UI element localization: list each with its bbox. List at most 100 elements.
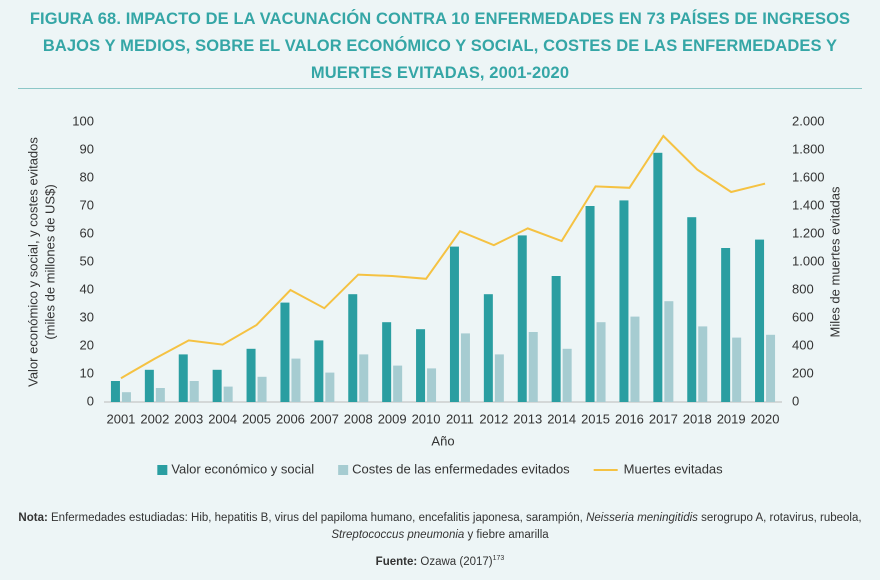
bar	[257, 376, 267, 402]
bar	[687, 217, 697, 402]
bar	[121, 392, 131, 402]
legend-label: Muertes evitadas	[624, 461, 723, 476]
bar	[528, 332, 538, 402]
bar	[494, 354, 504, 402]
y-tick-label: 50	[80, 253, 94, 268]
y-tick-label: 60	[80, 225, 94, 240]
bar	[766, 334, 776, 402]
bar	[517, 235, 527, 402]
y-tick-label: 90	[80, 141, 94, 156]
y-tick-label: 20	[80, 337, 94, 352]
bar	[189, 381, 199, 402]
y-tick-label: 80	[80, 169, 94, 184]
x-tick-label: 2018	[683, 411, 712, 426]
x-tick-label: 2010	[412, 411, 441, 426]
bar	[144, 369, 154, 402]
legend: Valor económico y social Costes de las en…	[157, 461, 723, 476]
y2-tick-label: 600	[792, 309, 814, 324]
bar	[110, 381, 120, 402]
bar	[382, 322, 392, 402]
bar	[483, 294, 493, 402]
bar	[460, 333, 470, 402]
x-tick-label: 2019	[717, 411, 746, 426]
bar	[721, 248, 731, 402]
bar	[246, 348, 256, 402]
source-text: Ozawa (2017)	[417, 555, 493, 568]
note-text: Streptococcus pneumonia	[331, 529, 465, 541]
bar	[393, 365, 403, 402]
legend-swatch	[338, 465, 349, 475]
y2-tick-label: 0	[792, 393, 799, 408]
y-tick-label: 70	[80, 197, 94, 212]
y2-tick-label: 1.400	[792, 197, 825, 212]
bar	[427, 368, 437, 402]
bar	[348, 294, 358, 402]
x-tick-label: 2013	[513, 411, 542, 426]
note-label: Nota:	[18, 512, 48, 524]
x-tick-label: 2020	[751, 411, 780, 426]
bar	[416, 329, 426, 402]
legend-label: Costes de las enfermedades evitados	[352, 461, 570, 476]
y2-tick-label: 1.200	[792, 225, 825, 240]
bar	[223, 386, 233, 402]
note-text: y fiebre amarilla	[464, 529, 549, 541]
source-label: Fuente:	[375, 555, 418, 568]
x-tick-label: 2012	[479, 411, 508, 426]
x-tick-label: 2001	[106, 411, 135, 426]
note-text: Neisseria meningitidis	[586, 512, 698, 524]
y2-tick-label: 1.000	[792, 253, 825, 268]
y-tick-label: 0	[87, 393, 94, 408]
x-tick-label: 2008	[344, 411, 373, 426]
x-tick-label: 2011	[446, 411, 474, 426]
bar	[630, 316, 640, 402]
y-axis-label: Valor económico y social, y costes evita…	[25, 137, 40, 387]
source: Fuente: Ozawa (2017)173	[0, 555, 880, 568]
y-tick-label: 100	[72, 113, 94, 128]
x-tick-label: 2006	[276, 411, 305, 426]
x-tick-label: 2004	[208, 411, 237, 426]
x-tick-label: 2014	[547, 411, 576, 426]
y2-tick-label: 400	[792, 337, 814, 352]
bar	[212, 369, 222, 402]
x-tick-label: 2005	[242, 411, 271, 426]
x-tick-label: 2003	[174, 411, 203, 426]
y2-tick-label: 200	[792, 365, 814, 380]
x-tick-label: 2009	[378, 411, 407, 426]
bar	[596, 322, 606, 402]
y-tick-label: 10	[80, 365, 94, 380]
bar	[280, 302, 290, 402]
bar	[178, 354, 188, 402]
bar	[664, 301, 674, 402]
x-tick-label: 2016	[615, 411, 644, 426]
source-ref: 173	[492, 555, 505, 562]
bar	[562, 348, 572, 402]
y2-tick-label: 1.800	[792, 141, 825, 156]
y2-tick-label: 800	[792, 281, 814, 296]
title-rule	[18, 88, 862, 89]
x-tick-label: 2017	[649, 411, 678, 426]
bar	[653, 152, 663, 402]
bar	[314, 340, 324, 402]
bar	[551, 276, 561, 402]
bar	[155, 388, 165, 402]
y-tick-label: 40	[80, 281, 94, 296]
bar	[291, 358, 301, 402]
y2-axis-label: Miles de muertes evitadas	[827, 186, 842, 338]
x-tick-label: 2007	[310, 411, 339, 426]
x-tick-label: 2015	[581, 411, 610, 426]
legend-label: Valor económico y social	[171, 461, 314, 476]
bar	[325, 372, 335, 402]
y-tick-label: 30	[80, 309, 94, 324]
chart-title: FIGURA 68. IMPACTO DE LA VACUNACIÓN CONT…	[29, 10, 851, 82]
y2-tick-label: 2.000	[792, 113, 825, 128]
bar	[732, 337, 742, 402]
y2-tick-label: 1.600	[792, 169, 825, 184]
note-text: Enfermedades estudiadas: Hib, hepatitis …	[47, 512, 587, 524]
y-axis-label: (miles de millones de US$)	[42, 184, 57, 339]
line	[120, 134, 766, 380]
bar	[449, 246, 459, 402]
bar	[619, 200, 629, 402]
note: Nota: Enfermedades estudiadas: Hib, hepa…	[14, 510, 866, 544]
